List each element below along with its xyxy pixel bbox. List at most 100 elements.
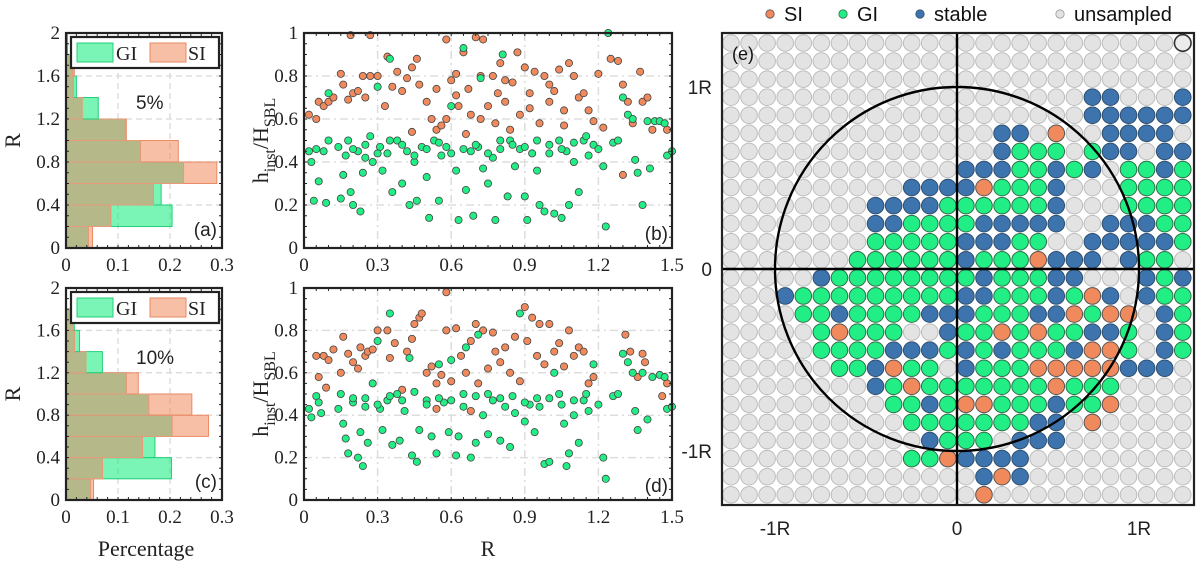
cell-unsampled [758, 341, 776, 359]
cell-unsampled [812, 88, 831, 107]
cell-gi [1173, 305, 1192, 323]
point-gi [520, 142, 529, 151]
cell-unsampled [776, 70, 795, 88]
point-gi [422, 145, 431, 154]
point-si [599, 123, 608, 132]
cell-gi [993, 269, 1011, 287]
bar-overlap [65, 204, 112, 227]
point-si [437, 370, 446, 379]
point-gi [618, 93, 627, 102]
x-tick-label: 0.1 [106, 507, 130, 528]
cell-gi [1173, 323, 1192, 341]
point-gi [623, 358, 632, 367]
bar-overlap [65, 414, 173, 437]
cell-unsampled [776, 160, 795, 179]
point-gi [407, 451, 416, 460]
cell-unsampled [939, 70, 957, 88]
cell-unsampled [830, 232, 849, 251]
point-gi [569, 138, 578, 147]
point-si [452, 324, 461, 333]
cell-gi [957, 377, 975, 396]
cell-gi [884, 377, 903, 396]
cell-unsampled [1011, 485, 1029, 504]
cell-stable [1119, 251, 1138, 269]
point-gi [501, 402, 510, 411]
point-si [442, 288, 451, 297]
cell-unsampled [957, 124, 975, 143]
cell-gi [848, 359, 867, 378]
point-gi [582, 132, 591, 141]
point-si [515, 110, 524, 119]
cell-si [1083, 413, 1102, 432]
x-tick-label: 1R [1127, 519, 1151, 540]
cell-gi [1029, 142, 1047, 161]
cell-unsampled [1011, 34, 1029, 52]
cell-gi [848, 341, 867, 359]
y-tick-label: 1 [289, 278, 299, 299]
point-gi [444, 428, 453, 437]
cell-unsampled [722, 70, 740, 88]
point-gi [628, 115, 637, 124]
cell-gi [1155, 214, 1174, 233]
cell-unsampled [866, 70, 885, 88]
point-gi [385, 136, 394, 145]
cell-stable [1047, 395, 1066, 414]
cell-gi [884, 251, 903, 269]
cell-unsampled [902, 467, 921, 486]
x-tick-label: 1.5 [660, 507, 684, 528]
point-gi [599, 453, 608, 462]
point-gi [550, 209, 559, 218]
cell-stable [1119, 232, 1138, 251]
cell-gi [1011, 377, 1029, 396]
cell-unsampled [830, 124, 849, 143]
cell-gi [939, 395, 957, 414]
cell-unsampled [939, 160, 957, 179]
cell-unsampled [1155, 377, 1174, 396]
x-tick-label: 0 [299, 255, 309, 276]
cell-unsampled [957, 467, 975, 486]
y-axis-label-part: /H [248, 380, 273, 402]
cell-unsampled [957, 88, 975, 107]
cell-unsampled [1101, 269, 1120, 287]
cell-gi [975, 431, 993, 450]
cell-unsampled [758, 88, 776, 107]
cell-stable [1083, 88, 1102, 107]
cell-unsampled [1065, 485, 1084, 504]
cell-unsampled [812, 52, 831, 70]
cell-gi [957, 413, 975, 432]
cell-unsampled [722, 449, 740, 468]
cell-gi [993, 359, 1011, 378]
cell-gi [902, 232, 921, 251]
cell-stable [957, 232, 975, 251]
point-gi [510, 162, 519, 171]
panel-label: (d) [645, 476, 668, 497]
point-gi [452, 451, 461, 460]
cell-gi [866, 251, 885, 269]
cell-gi [902, 269, 921, 287]
point-si [366, 72, 375, 81]
point-gi [533, 394, 542, 403]
cell-stable [1119, 106, 1138, 125]
cell-unsampled [1137, 341, 1156, 359]
cell-unsampled [848, 431, 867, 450]
cell-unsampled [722, 377, 740, 396]
point-si [412, 54, 421, 63]
cell-unsampled [920, 124, 939, 143]
cell-stable [884, 196, 903, 215]
point-si [555, 339, 564, 348]
point-gi [503, 192, 512, 201]
cell-unsampled [794, 214, 813, 233]
point-si [594, 69, 603, 78]
point-gi [523, 216, 532, 225]
point-gi [361, 394, 370, 403]
cell-unsampled [1029, 485, 1047, 504]
cell-unsampled [939, 124, 957, 143]
point-gi [395, 436, 404, 445]
cell-gi [1083, 142, 1102, 161]
cell-unsampled [1173, 52, 1192, 70]
cell-gi [957, 323, 975, 341]
point-si [488, 72, 497, 81]
bar-overlap [65, 183, 154, 206]
cell-unsampled [1173, 251, 1192, 269]
point-gi [584, 151, 593, 160]
